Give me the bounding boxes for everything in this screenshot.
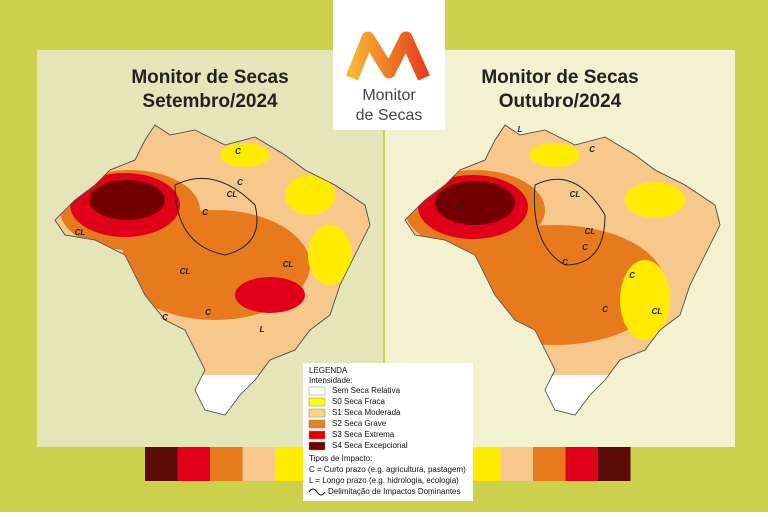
- map-label: C: [562, 258, 568, 267]
- legend: Sem Seca Relativa S0 Seca Fraca S1 Seca Mo…: [308, 386, 408, 451]
- legend-item: C = Curto prazo (e.g. agricultura, pasta…: [309, 465, 466, 474]
- logo-text: de Secas: [356, 107, 423, 124]
- strip-cell: [275, 447, 308, 481]
- map-label: C: [582, 243, 588, 252]
- legend-swatch: [308, 430, 326, 440]
- legend-item: Sem Seca Relativa: [332, 386, 401, 395]
- legend-item: S3 Seca Extrema: [332, 430, 395, 439]
- map-label: C: [202, 208, 208, 217]
- map-label: C: [589, 145, 595, 154]
- map-labels: C C CL C CL CL C C CL L: [75, 147, 294, 334]
- map-label: C: [237, 178, 243, 187]
- map-title: Monitor de Secas: [481, 67, 638, 88]
- logo-mark: [345, 31, 430, 81]
- legend-swatch: [308, 441, 326, 451]
- map-label: L: [260, 325, 265, 334]
- map-label: CL: [283, 260, 294, 269]
- map-label: C: [459, 203, 465, 212]
- map-title: Monitor de Secas: [131, 67, 288, 88]
- legend-box: [303, 363, 473, 501]
- strip-cell: [597, 447, 631, 481]
- map-title: Setembro/2024: [142, 91, 278, 112]
- delimitation-icon: [308, 488, 326, 496]
- legend-swatch: [308, 397, 326, 407]
- legend-swatch: [308, 408, 326, 418]
- map-label: L: [518, 125, 523, 134]
- legend-title: LEGENDA: [309, 366, 348, 375]
- strip-cell: [177, 447, 211, 481]
- map-labels: L C C CL C C CL C C CL: [459, 125, 662, 316]
- legend-item: S2 Seca Grave: [332, 419, 387, 428]
- map-label: CL: [75, 228, 86, 237]
- strip-cell: [565, 447, 598, 481]
- map-label: C: [602, 305, 608, 314]
- strip-cell: [500, 447, 533, 481]
- map-label: C: [205, 308, 211, 317]
- map-label: C: [629, 271, 635, 280]
- map-label: CL: [570, 190, 581, 199]
- map-label: CL: [180, 267, 191, 276]
- strip-cell: [210, 447, 243, 481]
- legend-item: S0 Seca Fraca: [332, 397, 385, 406]
- strip-cell: [532, 447, 566, 481]
- legend-subtitle: Tipos de Impacto:: [309, 454, 372, 463]
- legend-item: S1 Seca Moderada: [332, 408, 401, 417]
- legend-subtitle: Intensidade:: [309, 376, 353, 385]
- map-label: C: [235, 147, 241, 156]
- legend-item: Delimitação de Impactos Dominantes: [328, 487, 461, 496]
- map-label: CL: [585, 227, 596, 236]
- map-title: Outubro/2024: [499, 91, 622, 112]
- map-label: C: [162, 313, 168, 322]
- legend-swatch: [308, 386, 326, 396]
- strip-cell: [242, 447, 276, 481]
- logo-text: Monitor: [362, 87, 416, 104]
- legend-swatch: [308, 419, 326, 429]
- legend-item: S4 Seca Excepcional: [332, 441, 408, 450]
- color-strip: [145, 447, 631, 481]
- map-label: CL: [227, 190, 238, 199]
- legend-item: L = Longo prazo (e.g. hidrologia, ecolog…: [309, 476, 459, 485]
- strip-cell: [145, 447, 178, 481]
- map-label: CL: [652, 307, 663, 316]
